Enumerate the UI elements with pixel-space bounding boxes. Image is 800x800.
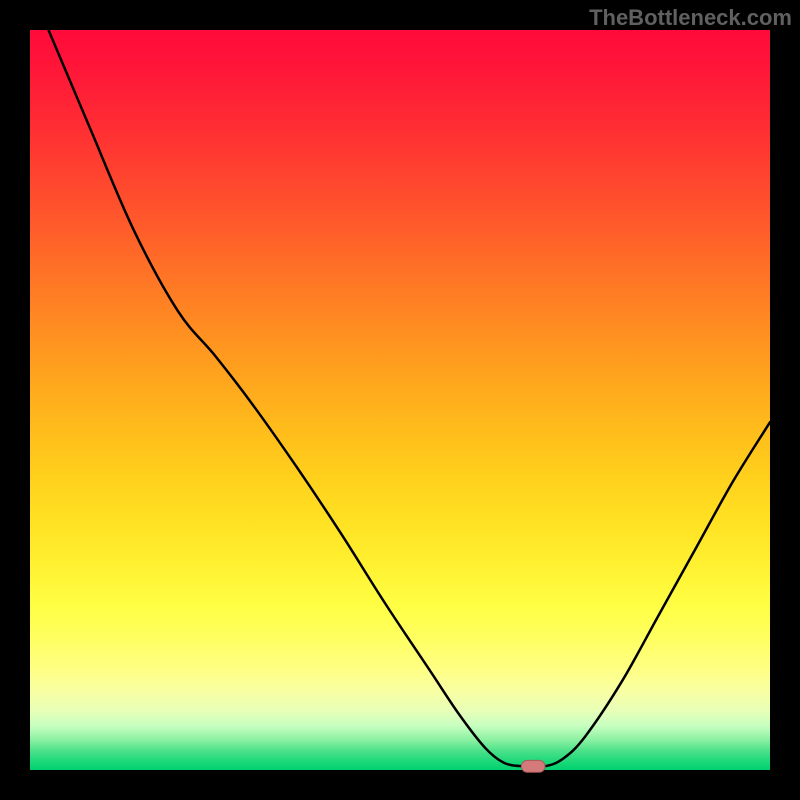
plot-background bbox=[30, 30, 770, 770]
bottleneck-curve-chart bbox=[0, 0, 800, 800]
watermark-text: TheBottleneck.com bbox=[589, 5, 792, 31]
chart-container: { "watermark": { "text": "TheBottleneck.… bbox=[0, 0, 800, 800]
valley-marker bbox=[521, 760, 545, 772]
